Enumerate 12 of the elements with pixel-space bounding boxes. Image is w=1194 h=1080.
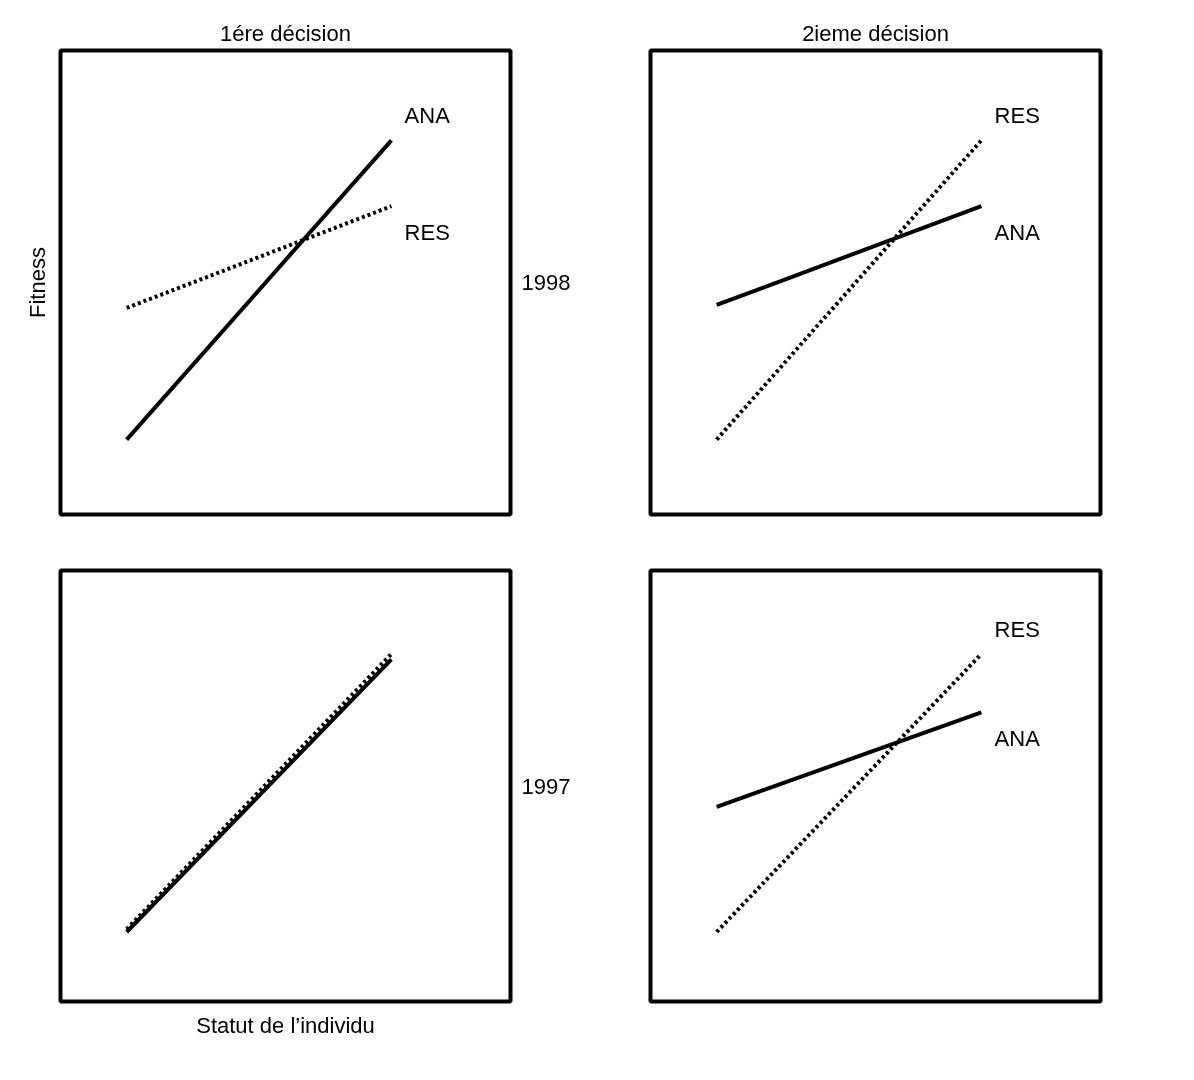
chart-title: 1ére décision	[220, 20, 351, 46]
y2-axis-title: 1997	[521, 773, 571, 799]
series-label: RES	[404, 220, 450, 246]
series-label: RES	[994, 103, 1040, 129]
y2-axis-title: 1998	[521, 270, 571, 295]
chart-title: 2ieme décision	[802, 20, 949, 46]
y-axis-title: Fitness	[24, 247, 50, 318]
x-axis-title: Statut de l’individu	[196, 1012, 375, 1038]
series-label: ANA	[994, 726, 1041, 752]
series-label: ANA	[994, 220, 1041, 246]
series-label: ANA	[404, 103, 451, 129]
series-label: RES	[994, 616, 1040, 642]
